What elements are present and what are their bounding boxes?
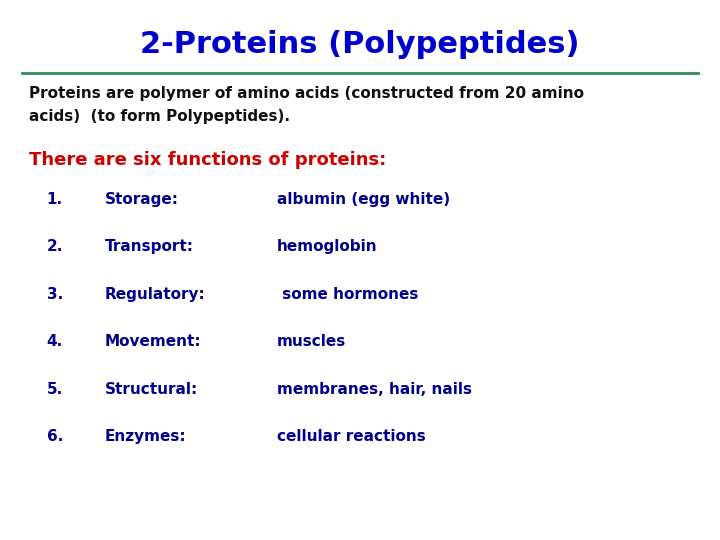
Text: 2-Proteins (Polypeptides): 2-Proteins (Polypeptides) — [140, 30, 580, 59]
Text: Transport:: Transport: — [104, 239, 194, 254]
Text: Movement:: Movement: — [104, 334, 201, 349]
Text: 5.: 5. — [47, 382, 63, 397]
Text: 6.: 6. — [47, 429, 63, 444]
Text: Regulatory:: Regulatory: — [104, 287, 205, 302]
Text: Structural:: Structural: — [104, 382, 198, 397]
Text: muscles: muscles — [277, 334, 346, 349]
Text: There are six functions of proteins:: There are six functions of proteins: — [29, 151, 386, 169]
Text: 1.: 1. — [47, 192, 63, 207]
Text: albumin (egg white): albumin (egg white) — [277, 192, 450, 207]
Text: membranes, hair, nails: membranes, hair, nails — [277, 382, 472, 397]
Text: 4.: 4. — [47, 334, 63, 349]
Text: 2.: 2. — [47, 239, 63, 254]
Text: Proteins are polymer of amino acids (constructed from 20 amino
acids)  (to form : Proteins are polymer of amino acids (con… — [29, 86, 584, 124]
Text: 3.: 3. — [47, 287, 63, 302]
Text: hemoglobin: hemoglobin — [277, 239, 378, 254]
Text: cellular reactions: cellular reactions — [277, 429, 426, 444]
Text: Enzymes:: Enzymes: — [104, 429, 186, 444]
Text: some hormones: some hormones — [277, 287, 418, 302]
Text: Storage:: Storage: — [104, 192, 179, 207]
